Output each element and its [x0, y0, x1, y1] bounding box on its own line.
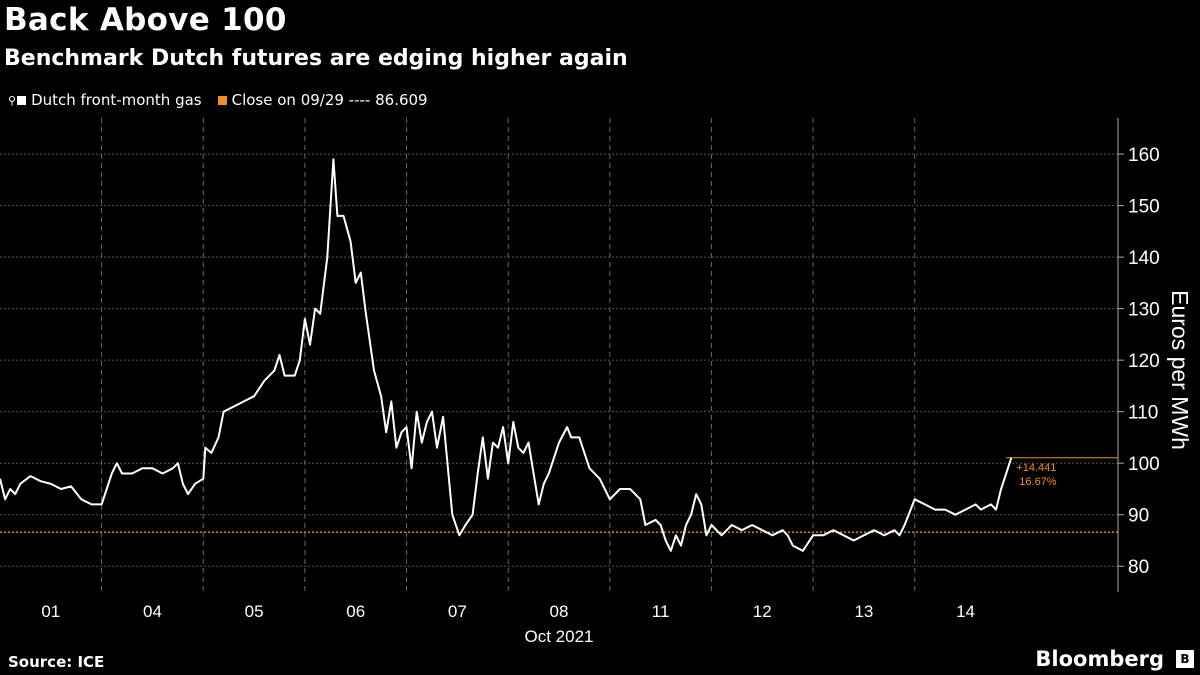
chart-subtitle: Benchmark Dutch futures are edging highe… — [4, 46, 628, 71]
x-tick-label: 01 — [41, 602, 60, 621]
legend-label-gas: Dutch front-month gas — [31, 91, 202, 109]
bloomberg-icon: B — [1176, 650, 1194, 668]
y-tick-label: 160 — [1128, 145, 1160, 166]
x-tick-label: 11 — [652, 602, 670, 621]
y-tick-label: 100 — [1128, 454, 1160, 475]
x-tick-label: 08 — [550, 602, 569, 621]
legend-swatch-close — [217, 95, 227, 105]
x-tick-label: 05 — [245, 602, 264, 621]
gas-price-line — [0, 158, 1013, 552]
chart-title: Back Above 100 — [4, 2, 287, 38]
y-tick-label: 120 — [1128, 351, 1160, 372]
y-axis-label: Euros per MWh — [1167, 290, 1193, 450]
x-axis-label: Oct 2021 — [525, 627, 594, 646]
y-tick-label: 150 — [1128, 197, 1160, 218]
change-pct-label: 16.67% — [1019, 476, 1057, 488]
y-tick-label: 90 — [1128, 506, 1149, 527]
legend-item-gas: ⚲ Dutch front-month gas — [8, 91, 202, 109]
y-tick-label: 130 — [1128, 300, 1160, 321]
change-label: +14.441 — [1016, 462, 1056, 474]
legend-swatch-gas — [17, 95, 27, 105]
source-note: Source: ICE — [8, 653, 105, 671]
legend-item-close: Close on 09/29 ---- 86.609 — [217, 91, 428, 109]
x-tick-label: 07 — [448, 602, 467, 621]
legend: ⚲ Dutch front-month gas Close on 09/29 -… — [8, 91, 444, 109]
x-tick-label: 06 — [346, 602, 365, 621]
x-tick-label: 12 — [753, 602, 772, 621]
x-tick-label: 14 — [956, 602, 975, 621]
pin-icon: ⚲ — [8, 93, 17, 107]
y-tick-label: 110 — [1128, 403, 1158, 424]
x-tick-label: 04 — [143, 602, 162, 621]
y-tick-label: 140 — [1128, 248, 1160, 269]
brand-logo: Bloomberg — [1035, 647, 1164, 671]
y-tick-label: 80 — [1128, 557, 1149, 578]
x-tick-label: 13 — [854, 602, 873, 621]
legend-label-close: Close on 09/29 ---- 86.609 — [231, 91, 428, 109]
